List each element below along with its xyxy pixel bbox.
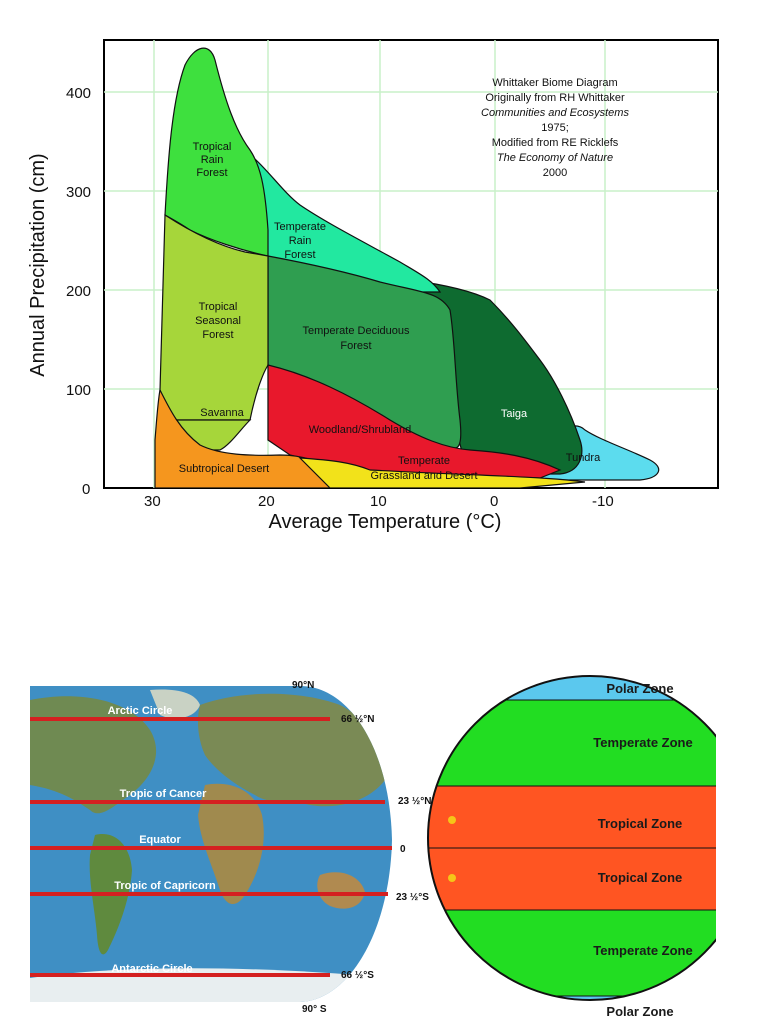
x-tick-0: 0 (490, 493, 498, 510)
temperate-zone-top-label: Temperate Zone (593, 735, 692, 750)
label-temperate-grassland-1: Temperate (398, 455, 450, 467)
x-tick-20: 20 (258, 493, 275, 510)
label-tropical-rain-forest-2: Rain (201, 154, 224, 166)
sun-marker-2 (448, 874, 456, 882)
label-woodland-shrubland: Woodland/Shrubland (309, 424, 412, 436)
arctic-lat-label: 66 ½°N (341, 714, 374, 725)
y-tick-400: 400 (66, 85, 91, 102)
label-temperate-deciduous-forest-2: Forest (340, 340, 371, 352)
tropical-zone-top-label: Tropical Zone (598, 816, 683, 831)
y-tick-300: 300 (66, 184, 91, 201)
biome-temperate-grassland-desert (298, 457, 586, 488)
label-tundra: Tundra (566, 452, 601, 464)
landmass-australia (317, 872, 365, 909)
label-savanna: Savanna (200, 407, 244, 419)
south-pole-label: 90° S (302, 1004, 327, 1015)
label-tropical-rain-forest-3: Forest (196, 167, 227, 179)
label-tropical-rain-forest-1: Tropical (193, 141, 232, 153)
label-tropical-seasonal-forest-1: Tropical (199, 301, 238, 313)
north-pole-label: 90°N (292, 680, 314, 691)
capricorn-lat-label: 23 ½°S (396, 892, 429, 903)
tropical-zone-bottom-band (428, 848, 720, 910)
note-line-6: The Economy of Nature (497, 152, 613, 164)
cancer-lat-label: 23 ½°N (398, 796, 431, 807)
note-line-1: Whittaker Biome Diagram (492, 77, 617, 89)
note-line-3: Communities and Ecosystems (481, 107, 629, 119)
label-taiga: Taiga (501, 408, 528, 420)
x-tick-10: 10 (370, 493, 387, 510)
label-temperate-rain-forest-2: Rain (289, 235, 312, 247)
landmass-greenland (150, 689, 200, 719)
label-temperate-deciduous-forest-1: Temperate Deciduous (302, 325, 410, 337)
climate-zones-figure: Arctic Circle Tropic of Cancer Equator T… (30, 660, 768, 1024)
label-temperate-grassland-2: Grassland and Desert (371, 470, 478, 482)
whittaker-biome-diagram: Tropical Rain Forest Tropical Seasonal Fores… (27, 39, 719, 533)
temperate-zone-bottom-label: Temperate Zone (593, 943, 692, 958)
arctic-circle-label: Arctic Circle (108, 705, 173, 717)
note-line-4: 1975; (541, 122, 569, 134)
label-subtropical-desert: Subtropical Desert (179, 463, 270, 475)
world-map (30, 686, 392, 1002)
note-line-7: 2000 (543, 167, 567, 179)
globe-right-edge (716, 660, 768, 1024)
sun-marker-1 (448, 816, 456, 824)
landmass-antarctica (30, 968, 392, 1002)
x-axis-label: Average Temperature (°C) (269, 511, 502, 533)
label-tropical-seasonal-forest-2: Seasonal (195, 315, 241, 327)
biome-temperate-rain-forest (239, 146, 442, 293)
polar-zone-top-band (428, 676, 720, 700)
equator-lat-label: 0 (400, 844, 406, 855)
landmass-eurasia (197, 693, 385, 807)
tropic-of-capricorn-label: Tropic of Capricorn (114, 880, 216, 892)
label-temperate-rain-forest-3: Forest (284, 249, 315, 261)
landmass-north-america (30, 696, 157, 814)
antarctic-lat-label: 66 ½°S (341, 970, 374, 981)
note-line-2: Originally from RH Whittaker (485, 92, 625, 104)
tropical-zone-top-band (428, 786, 720, 848)
x-tick-minus-10: -10 (592, 493, 614, 510)
landmass-africa (198, 783, 264, 905)
polar-zone-bottom-label: Polar Zone (606, 1004, 673, 1019)
label-tropical-seasonal-forest-3: Forest (202, 329, 233, 341)
biome-tropical-seasonal-forest (159, 213, 269, 421)
x-tick-30: 30 (144, 493, 161, 510)
tropic-of-cancer-label: Tropic of Cancer (120, 788, 208, 800)
y-axis-label: Annual Precipitation (cm) (27, 153, 49, 376)
polar-zone-top-label: Polar Zone (606, 681, 673, 696)
tropical-zone-bottom-label: Tropical Zone (598, 870, 683, 885)
equator-label: Equator (139, 834, 181, 846)
label-temperate-rain-forest-1: Temperate (274, 221, 326, 233)
antarctic-circle-label: Antarctic Circle (111, 963, 192, 975)
y-tick-0: 0 (82, 481, 90, 498)
y-tick-200: 200 (66, 283, 91, 300)
polar-zone-bottom-band (428, 996, 720, 1000)
latitude-lines (30, 717, 392, 977)
y-tick-100: 100 (66, 382, 91, 399)
note-line-5: Modified from RE Ricklefs (492, 137, 619, 149)
